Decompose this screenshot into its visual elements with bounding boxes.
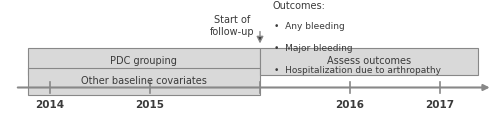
Text: PDC grouping: PDC grouping [110, 56, 177, 66]
Text: •  Any bleeding: • Any bleeding [274, 22, 345, 32]
Bar [28, 68, 260, 95]
Text: •  Major bleeding: • Major bleeding [274, 44, 352, 53]
Text: Other baseline covariates: Other baseline covariates [81, 76, 206, 86]
Text: 2014: 2014 [36, 100, 64, 110]
Text: 2015: 2015 [136, 100, 164, 110]
Text: Start of
follow-up: Start of follow-up [210, 15, 255, 37]
Text: 2016: 2016 [336, 100, 364, 110]
Text: Assess outcomes: Assess outcomes [326, 56, 411, 66]
Bar [28, 48, 260, 75]
Bar [260, 48, 478, 75]
Text: 2017: 2017 [426, 100, 454, 110]
Text: Outcomes:: Outcomes: [272, 1, 326, 11]
Text: •  Hospitalization due to arthropathy: • Hospitalization due to arthropathy [274, 66, 441, 75]
